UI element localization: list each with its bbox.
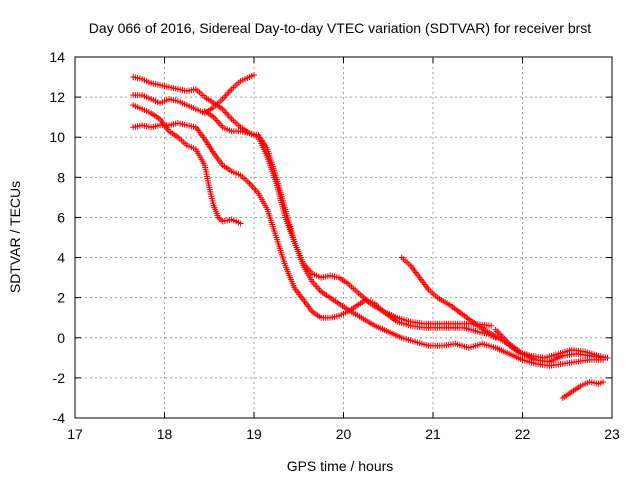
series-track-h xyxy=(559,378,607,401)
x-axis-label: GPS time / hours xyxy=(287,458,394,474)
data-point xyxy=(237,220,244,227)
data-point xyxy=(600,378,607,385)
data-point xyxy=(215,214,222,221)
x-tick-label: 23 xyxy=(604,426,620,442)
x-tick-label: 21 xyxy=(425,426,441,442)
y-tick-label: 10 xyxy=(49,129,65,145)
series-track-g xyxy=(492,326,607,365)
x-tick-label: 17 xyxy=(67,426,83,442)
y-axis-label: SDTVAR / TECUs xyxy=(7,181,23,293)
data-point xyxy=(216,215,223,222)
chart-title: Day 066 of 2016, Sidereal Day-to-day VTE… xyxy=(89,20,591,36)
y-tick-label: -4 xyxy=(53,410,66,426)
x-axis-ticks: 17 18 19 20 21 22 23 xyxy=(67,57,620,442)
y-axis-ticks: -4 -2 0 2 4 6 8 10 12 14 xyxy=(49,49,612,426)
y-tick-label: 6 xyxy=(57,209,65,225)
series-track-b xyxy=(130,72,257,117)
series-track-e xyxy=(201,108,607,369)
data-point xyxy=(600,354,607,361)
y-tick-label: -2 xyxy=(53,370,66,386)
data-point xyxy=(488,322,495,329)
y-tick-label: 2 xyxy=(57,290,65,306)
y-tick-label: 8 xyxy=(57,169,65,185)
x-tick-label: 18 xyxy=(157,426,173,442)
y-tick-label: 0 xyxy=(57,330,65,346)
data-series xyxy=(130,72,611,401)
y-tick-label: 4 xyxy=(57,250,65,266)
x-tick-label: 20 xyxy=(336,426,352,442)
data-point xyxy=(218,217,225,224)
grid-lines xyxy=(75,57,612,418)
data-point xyxy=(251,72,257,79)
y-tick-label: 14 xyxy=(49,49,65,65)
x-tick-label: 19 xyxy=(246,426,262,442)
y-tick-label: 12 xyxy=(49,89,65,105)
x-tick-label: 22 xyxy=(515,426,531,442)
